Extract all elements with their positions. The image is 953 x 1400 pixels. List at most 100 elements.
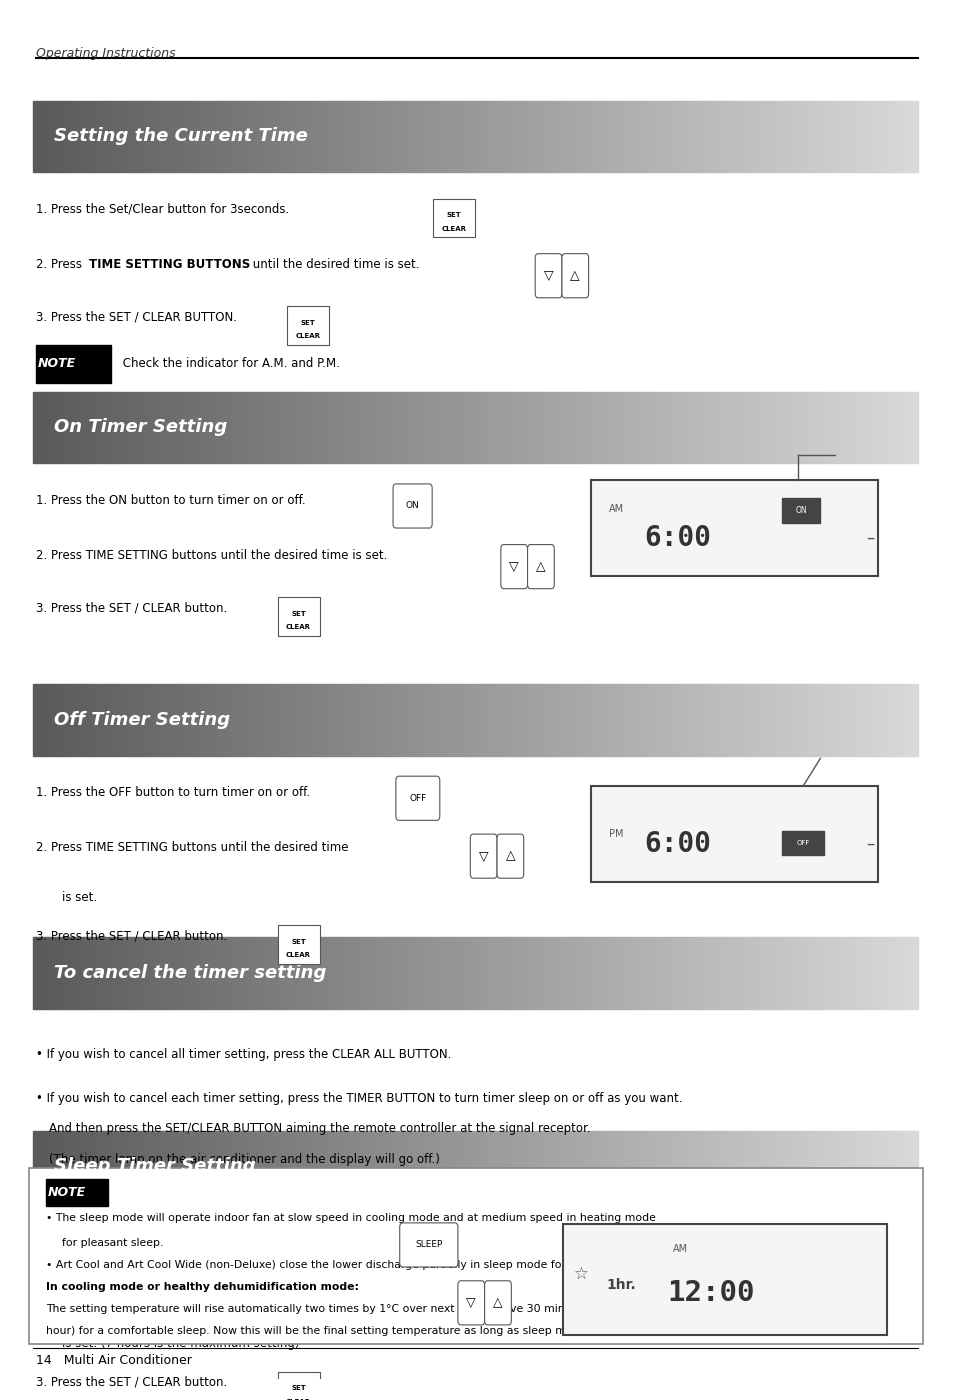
Bar <box>407 101 411 172</box>
Bar <box>679 392 681 463</box>
Bar <box>360 101 363 172</box>
Bar <box>763 101 766 172</box>
Bar <box>239 938 242 1009</box>
Bar <box>843 392 846 463</box>
Bar <box>811 101 814 172</box>
Bar <box>222 392 225 463</box>
Bar <box>401 392 404 463</box>
Bar <box>139 101 142 172</box>
Bar <box>149 683 152 756</box>
Bar <box>154 1131 157 1203</box>
Bar <box>822 938 825 1009</box>
Bar <box>784 1131 787 1203</box>
Bar <box>163 1131 166 1203</box>
Bar <box>90 1131 92 1203</box>
Bar <box>449 683 452 756</box>
Bar <box>145 392 149 463</box>
Bar <box>760 938 763 1009</box>
Bar <box>705 683 708 756</box>
Bar <box>42 101 45 172</box>
Bar <box>166 1131 169 1203</box>
Text: CLEAR: CLEAR <box>441 225 466 232</box>
Bar <box>908 938 911 1009</box>
Bar <box>537 938 539 1009</box>
Bar <box>272 101 274 172</box>
Bar <box>336 101 339 172</box>
Bar <box>125 392 128 463</box>
Text: 3. Press the SET / CLEAR button.: 3. Press the SET / CLEAR button. <box>36 601 227 615</box>
Bar <box>640 683 643 756</box>
Text: 6:00: 6:00 <box>643 524 710 552</box>
Bar <box>51 683 54 756</box>
Text: Operating Instructions: Operating Instructions <box>36 46 175 60</box>
Bar <box>781 938 784 1009</box>
Bar <box>187 683 190 756</box>
Bar <box>852 392 855 463</box>
Bar <box>549 683 552 756</box>
Bar <box>349 938 352 1009</box>
Bar <box>95 392 98 463</box>
Bar <box>560 1131 563 1203</box>
Bar <box>882 938 884 1009</box>
Bar <box>245 683 249 756</box>
Text: 3. Press the SET / CLEAR button.: 3. Press the SET / CLEAR button. <box>36 1376 227 1389</box>
Bar <box>112 1131 116 1203</box>
Bar <box>631 1131 634 1203</box>
Text: SLEEP: SLEEP <box>415 1240 442 1249</box>
Bar <box>387 683 390 756</box>
Bar <box>390 683 393 756</box>
Bar <box>395 683 398 756</box>
Bar <box>90 101 92 172</box>
Bar <box>101 938 104 1009</box>
Bar <box>172 938 174 1009</box>
Bar <box>310 938 314 1009</box>
Bar <box>407 683 411 756</box>
Bar <box>787 938 790 1009</box>
Bar <box>293 938 295 1009</box>
Bar <box>546 392 549 463</box>
Bar <box>779 101 781 172</box>
Bar <box>566 683 569 756</box>
Bar <box>463 392 466 463</box>
Bar <box>42 1131 45 1203</box>
Bar <box>281 1131 284 1203</box>
Bar <box>357 1131 360 1203</box>
Bar <box>598 101 601 172</box>
Bar <box>763 392 766 463</box>
Bar <box>169 1131 172 1203</box>
Bar <box>39 938 42 1009</box>
Bar <box>555 683 558 756</box>
Bar <box>45 938 48 1009</box>
Bar <box>669 683 673 756</box>
Text: 14   Multi Air Conditioner: 14 Multi Air Conditioner <box>36 1354 192 1366</box>
Bar <box>493 938 496 1009</box>
Bar <box>74 683 77 756</box>
Text: 1hr.: 1hr. <box>606 1278 636 1292</box>
Bar <box>195 683 198 756</box>
Bar <box>42 683 45 756</box>
Bar <box>637 1131 640 1203</box>
Bar <box>525 938 528 1009</box>
Bar <box>873 101 876 172</box>
Bar <box>107 101 110 172</box>
Bar <box>834 683 838 756</box>
Bar <box>152 101 154 172</box>
Bar <box>269 1131 272 1203</box>
Bar <box>131 683 133 756</box>
Bar <box>560 101 563 172</box>
Bar <box>773 1131 776 1203</box>
Bar <box>45 1131 48 1203</box>
Bar <box>460 392 463 463</box>
Bar <box>357 683 360 756</box>
Bar <box>484 392 487 463</box>
Bar <box>558 683 560 756</box>
Bar <box>457 683 460 756</box>
Bar <box>690 938 693 1009</box>
Bar <box>601 101 604 172</box>
Bar <box>563 101 566 172</box>
Bar <box>799 683 801 756</box>
Bar <box>590 392 593 463</box>
Bar <box>139 938 142 1009</box>
Bar <box>334 683 336 756</box>
Bar <box>749 392 752 463</box>
